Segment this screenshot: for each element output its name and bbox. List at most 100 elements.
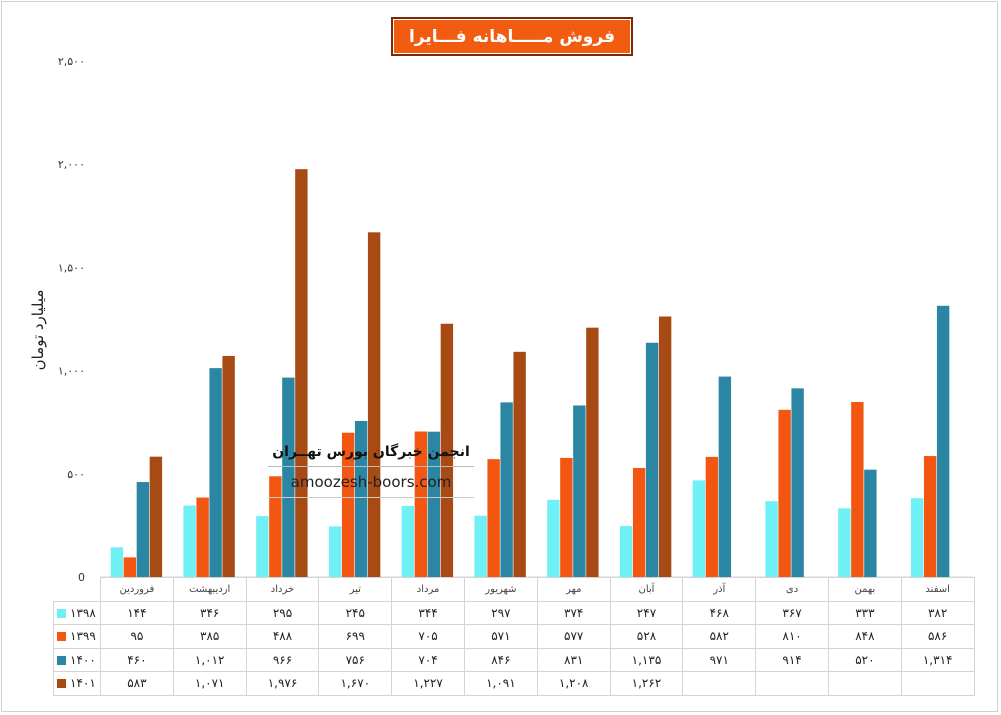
- x-tick-label: دی: [755, 577, 829, 602]
- y-tick-label: ۱,۰۰۰: [58, 365, 85, 378]
- bar: [547, 499, 560, 577]
- x-tick-label: تیر: [318, 577, 393, 602]
- data-label: ۸۴۸: [827, 624, 902, 649]
- watermark-divider: [268, 466, 474, 467]
- data-label: ۷۰۴: [391, 647, 465, 672]
- bar: [645, 342, 659, 577]
- bar: [414, 431, 428, 577]
- data-label: [755, 671, 829, 696]
- bar: [500, 402, 513, 577]
- data-label: ۹۱۴: [755, 647, 829, 672]
- watermark: انجمن خبرگان بورس تهــران amoozesh-boors…: [268, 444, 474, 498]
- bar: [586, 327, 599, 577]
- data-label: ۱,۶۷۰: [318, 671, 393, 696]
- data-label: ۲۴۷: [609, 600, 684, 625]
- data-label: ۳۷۴: [536, 600, 611, 625]
- x-tick-label: فروردین: [100, 577, 174, 602]
- table-row: ۱۴۰۱ ۵۸۳ ۱,۰۷۱ ۱,۹۷۶ ۱,۶۷۰ ۱,۲۲۷ ۱,۰۹۱ ۱,۲۰۸ ۱,۲…: [53, 671, 975, 696]
- bar: [354, 420, 368, 577]
- bar: [427, 431, 441, 577]
- data-label: ۱۴۴: [100, 600, 174, 625]
- legend-swatch: [57, 632, 66, 642]
- data-label: ۹۷۱: [682, 647, 757, 672]
- legend-label: ۱۳۹۹: [70, 629, 96, 644]
- bar: [573, 405, 586, 577]
- data-label: ۸۱۰: [755, 624, 829, 649]
- bar: [367, 232, 381, 577]
- data-label: ۳۸۲: [900, 600, 975, 625]
- watermark-title: انجمن خبرگان بورس تهــران: [272, 444, 470, 460]
- data-label: ۵۲۸: [609, 624, 684, 649]
- data-label: ۴۸۸: [245, 624, 320, 649]
- data-label: ۵۸۲: [682, 624, 757, 649]
- legend-entry: ۱۳۹۹: [53, 624, 101, 649]
- bar: [705, 456, 719, 577]
- data-label: ۷۵۶: [318, 647, 393, 672]
- data-label: ۱,۱۳۵: [609, 647, 684, 672]
- bar: [295, 169, 308, 577]
- table-row: ۱۴۰۰ ۴۶۰ ۱,۰۱۲ ۹۶۶ ۷۵۶ ۷۰۴ ۸۴۶ ۸۳۱ ۱,۱۳۵ ۹۷۱ ۹۱۴ ۵۲…: [53, 647, 975, 672]
- bar: [513, 351, 526, 577]
- data-label: ۱,۰۷۱: [172, 671, 247, 696]
- y-tick-label: ۲,۵۰۰: [58, 55, 85, 68]
- x-tick-label: آبان: [609, 577, 684, 602]
- data-label: [900, 671, 975, 696]
- data-label: [682, 671, 757, 696]
- x-tick-label: خرداد: [245, 577, 320, 602]
- y-tick-label: ۵۰۰: [67, 468, 85, 481]
- bar: [936, 305, 950, 577]
- bar: [474, 515, 487, 577]
- bar: [136, 482, 150, 577]
- watermark-divider: [268, 497, 474, 498]
- data-label: ۵۷۱: [463, 624, 538, 649]
- y-tick-label: ۲,۰۰۰: [58, 158, 85, 171]
- bar: [222, 355, 235, 577]
- table-row: ۱۳۹۹ ۹۵ ۳۸۵ ۴۸۸ ۶۹۹ ۷۰۵ ۵۷۱ ۵۷۷ ۵۲۸ ۵۸۲ ۸۱۰ ۸۴۸ ۵۸۶: [53, 624, 975, 649]
- bar: [838, 508, 851, 577]
- bar: [123, 557, 137, 577]
- y-tick-label: ۱,۵۰۰: [58, 261, 85, 274]
- x-tick-label: آذر: [682, 577, 757, 602]
- bar: [658, 316, 672, 577]
- table-header-row: فروردین اردیبهشت خرداد تیر مرداد شهریور مهر آبا…: [54, 577, 975, 602]
- bar: [923, 456, 937, 577]
- data-label: ۴۶۰: [100, 647, 174, 672]
- bar: [341, 432, 355, 577]
- data-label: ۳۴۴: [391, 600, 465, 625]
- bar: [269, 476, 282, 577]
- bar: [778, 409, 791, 577]
- table-row: ۱۳۹۸ ۱۴۴ ۳۴۶ ۲۹۵ ۲۴۵ ۳۴۴ ۲۹۷ ۳۷۴ ۲۴۷ ۴۶۸ ۳۶۷ ۳۳۳ ۳۸۲: [53, 600, 975, 625]
- bar: [765, 501, 778, 577]
- legend-entry: ۱۴۰۰: [53, 647, 101, 672]
- x-tick-label: بهمن: [827, 577, 902, 602]
- bar: [851, 401, 864, 577]
- y-tick-label: 0: [78, 571, 85, 584]
- bar: [487, 459, 500, 577]
- data-label: ۲۹۵: [245, 600, 320, 625]
- x-tick-label: مهر: [536, 577, 611, 602]
- bar: [183, 505, 196, 577]
- bar: [110, 547, 124, 577]
- legend-label: ۱۳۹۸: [70, 605, 96, 620]
- data-table: فروردین اردیبهشت خرداد تیر مرداد شهریور مهر آبا…: [53, 577, 975, 696]
- bar: [282, 377, 295, 577]
- bar: [256, 516, 269, 577]
- data-label: ۵۸۶: [900, 624, 975, 649]
- bar: [910, 498, 924, 577]
- bar: [149, 456, 163, 577]
- table-corner: [54, 578, 101, 602]
- chart-title: فروش مـــــاهانه فـــايرا: [391, 17, 633, 56]
- data-label: [827, 671, 902, 696]
- data-label: ۷۰۵: [391, 624, 465, 649]
- data-label: ۱,۲۶۲: [609, 671, 684, 696]
- data-label: ۱,۰۱۲: [172, 647, 247, 672]
- legend-label: ۱۴۰۱: [70, 676, 96, 691]
- x-tick-label: شهریور: [463, 577, 538, 602]
- x-tick-label: اردیبهشت: [172, 577, 247, 602]
- bar: [401, 505, 415, 577]
- watermark-url: amoozesh-boors.com: [290, 473, 452, 491]
- bar: [619, 526, 633, 577]
- legend-swatch: [57, 679, 66, 689]
